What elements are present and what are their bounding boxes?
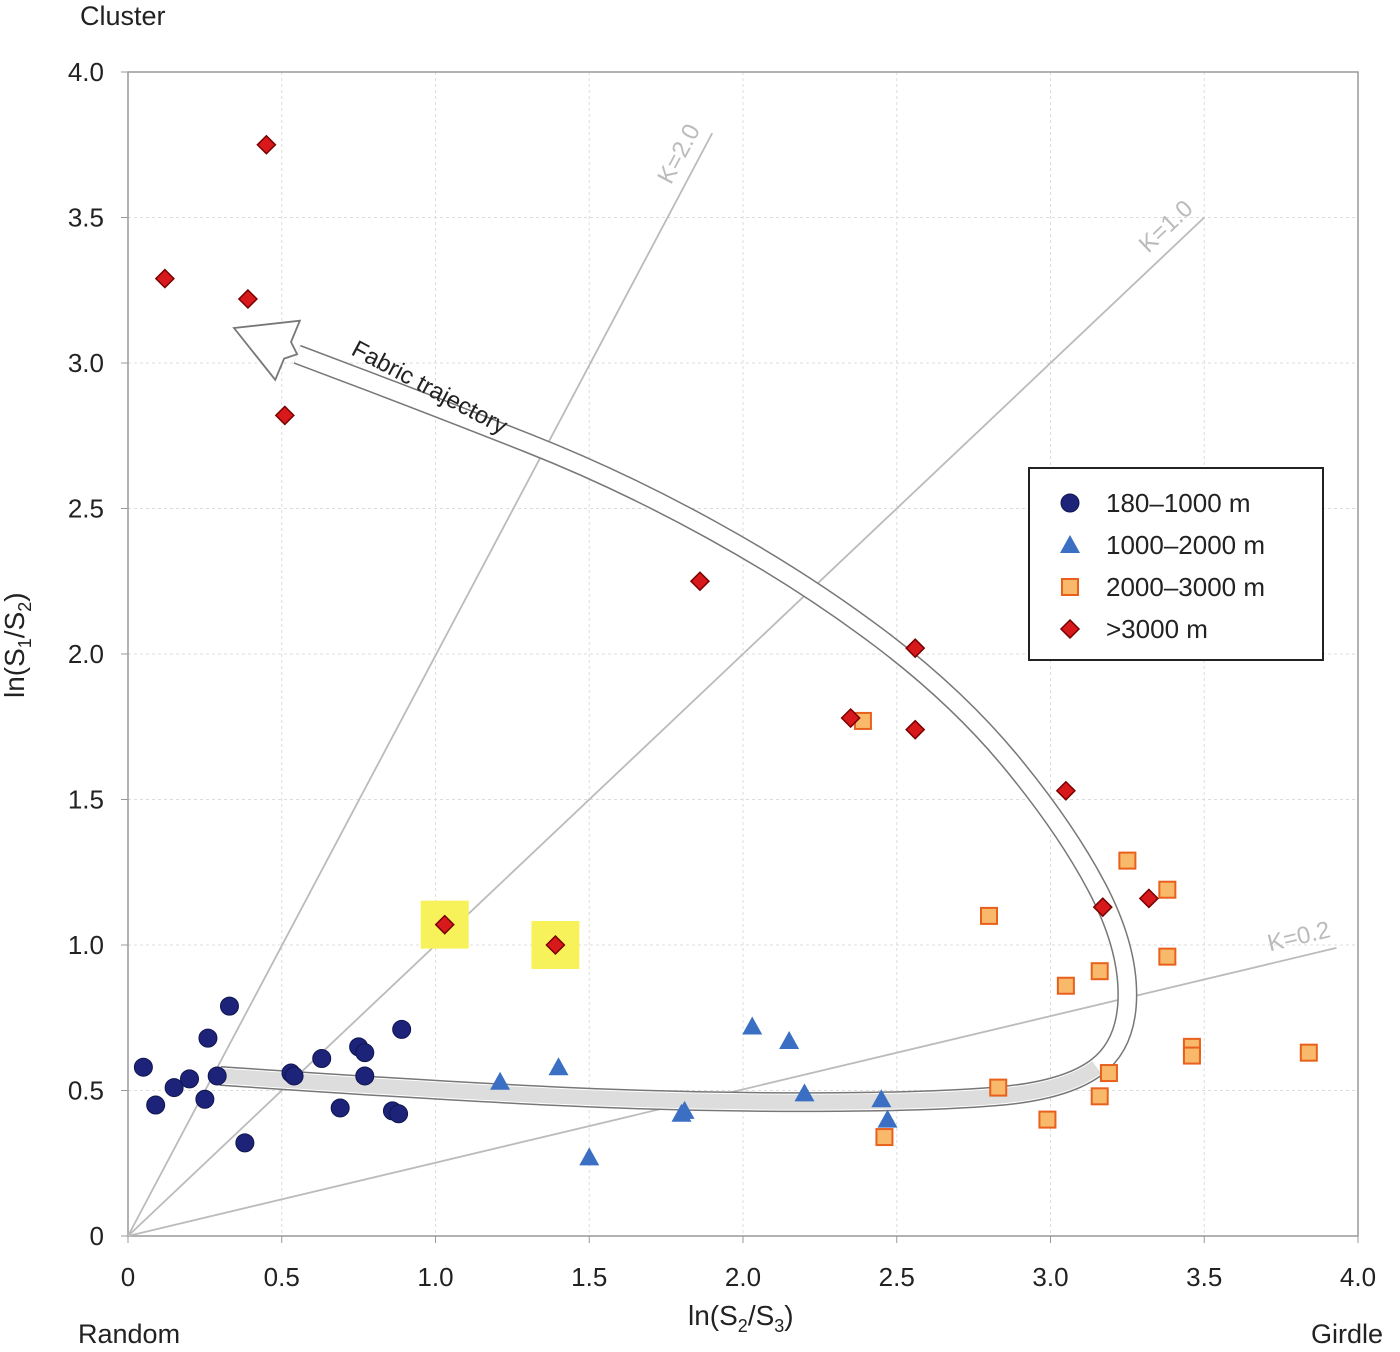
data-point-diamond (256, 134, 277, 155)
data-point-circle (219, 996, 239, 1016)
data-point-triangle (742, 1016, 763, 1035)
data-point-diamond (1138, 888, 1159, 909)
data-point-circle (312, 1048, 332, 1068)
data-point-triangle (548, 1057, 569, 1076)
y-tick-label: 2.5 (68, 494, 104, 524)
data-point-circle (330, 1098, 350, 1118)
data-point-diamond (545, 934, 566, 956)
data-point-square (980, 906, 998, 925)
data-point-square (1090, 962, 1109, 981)
reference-lines: K=2.0K=1.0K=0.2 (127, 120, 1337, 1237)
data-point-circle (164, 1078, 184, 1098)
x-tick-label: 3.0 (1032, 1262, 1068, 1292)
legend-marker-circle (1060, 493, 1080, 513)
data-point-diamond (689, 571, 711, 592)
legend-marker-diamond (1059, 618, 1081, 640)
data-point-circle (355, 1043, 375, 1063)
data-point-diamond (905, 719, 926, 740)
data-point-square (1038, 1110, 1057, 1129)
data-point-diamond (237, 288, 258, 310)
reference-line-label: K=2.0 (652, 120, 706, 189)
data-point-square (1056, 976, 1075, 995)
legend: 180–1000 m 1000–2000 m 2000–3000 m >3000 m (1028, 467, 1324, 661)
data-point-triangle (794, 1083, 815, 1102)
x-tick-label: 1.0 (417, 1262, 453, 1292)
legend-marker-triangle (1060, 535, 1080, 553)
data-point-circle (195, 1089, 215, 1109)
x-tick-label: 0 (121, 1262, 135, 1292)
data-point-circle (198, 1028, 218, 1048)
data-point-circle (207, 1066, 227, 1086)
x-tick-label: 1.5 (571, 1262, 607, 1292)
data-point-diamond (1055, 780, 1076, 801)
y-tick-label: 1.0 (68, 930, 104, 960)
data-point-square (1118, 851, 1137, 870)
data-point-diamond (840, 707, 861, 729)
legend-label: >3000 m (1106, 614, 1208, 644)
y-tick-label: 0.5 (68, 1076, 104, 1106)
data-point-triangle (877, 1109, 898, 1128)
legend-label: 1000–2000 m (1106, 530, 1265, 560)
data-point-triangle (490, 1071, 511, 1090)
data-point-diamond (434, 914, 455, 935)
trajectory-body (219, 346, 1136, 1111)
fabric-trajectory: Fabric trajectory (219, 319, 1138, 1113)
data-point-circle (180, 1069, 199, 1089)
data-point-diamond (154, 268, 175, 289)
reference-line (127, 132, 714, 1237)
data-point-circle (146, 1095, 166, 1115)
data-point-square (1182, 1046, 1201, 1065)
data-point-circle (392, 1019, 412, 1039)
y-tick-label: 1.5 (68, 785, 104, 815)
y-tick-label: 2.0 (68, 639, 104, 669)
data-point-triangle (579, 1147, 600, 1166)
y-tick-label: 3.5 (68, 203, 104, 233)
legend-label: 2000–3000 m (1106, 572, 1265, 602)
corner-label-cluster: Cluster (80, 1, 166, 31)
legend-marker-square (1061, 578, 1079, 596)
trajectory-shading (219, 1061, 1102, 1110)
data-point-circle (389, 1104, 409, 1124)
legend-label: 180–1000 m (1106, 488, 1251, 518)
x-axis-label: ln(S2/S3) (688, 1300, 794, 1336)
x-tick-label: 3.5 (1186, 1262, 1222, 1292)
data-point-diamond (1092, 897, 1113, 918)
data-point-square (1099, 1064, 1118, 1083)
trajectory-arrowhead (232, 319, 302, 382)
x-tick-label: 4.0 (1340, 1262, 1376, 1292)
data-point-triangle (871, 1089, 892, 1108)
data-point-triangle (779, 1031, 800, 1050)
tick-labels: 0 0.5 1.0 1.5 2.0 2.5 3.0 3.5 4.0 0 0.5 1.0 1.5 2.0 2.… (68, 57, 1376, 1292)
data-points (133, 134, 1318, 1166)
data-point-circle (355, 1066, 375, 1086)
y-tick-label: 4.0 (68, 57, 104, 87)
data-point-square (989, 1078, 1008, 1097)
reference-line-label: K=1.0 (1134, 195, 1199, 258)
reference-line (127, 216, 1205, 1237)
x-tick-label: 2.0 (725, 1262, 761, 1292)
corner-label-random: Random (78, 1319, 180, 1347)
data-point-triangle (674, 1100, 695, 1119)
data-point-circle (284, 1066, 304, 1086)
y-axis-label: ln(S1/S2) (0, 592, 35, 698)
data-point-square (1158, 880, 1177, 899)
data-point-square (1299, 1043, 1318, 1062)
data-point-square (1090, 1087, 1109, 1106)
data-point-diamond (905, 638, 926, 659)
data-point-diamond (274, 405, 295, 426)
data-point-circle (133, 1057, 153, 1077)
data-point-square (1158, 947, 1177, 966)
y-tick-label: 0 (90, 1221, 104, 1251)
x-tick-label: 0.5 (264, 1262, 300, 1292)
data-point-square (875, 1128, 894, 1147)
corner-label-girdle: Girdle (1311, 1319, 1383, 1347)
y-tick-label: 3.0 (68, 348, 104, 378)
highlights (420, 900, 580, 969)
data-point-circle (235, 1133, 255, 1153)
x-tick-label: 2.5 (879, 1262, 915, 1292)
